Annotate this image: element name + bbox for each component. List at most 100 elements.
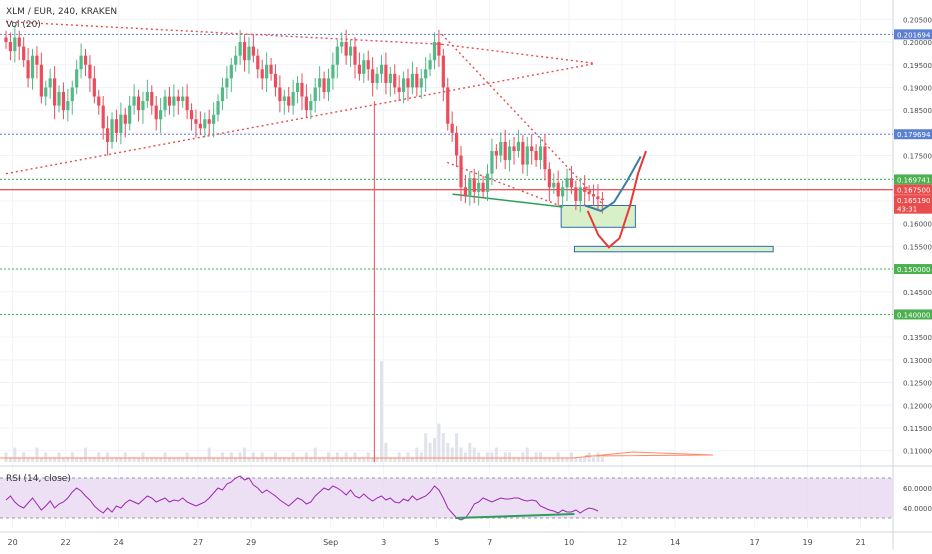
volume-bar [379, 361, 383, 462]
volume-bar [273, 452, 277, 462]
volume-bar [48, 457, 52, 462]
candle-body [340, 42, 344, 47]
candle-body [132, 96, 136, 106]
candle-body [8, 42, 13, 52]
candle-body [508, 146, 512, 161]
candle-body [291, 91, 295, 106]
candle-body [463, 187, 468, 197]
candle-body [313, 87, 317, 102]
volume-bar [353, 452, 357, 462]
price-label-text: 0.179694 [897, 131, 931, 139]
candle-body [459, 155, 463, 188]
volume-bar [472, 447, 476, 462]
volume-bar [256, 457, 260, 462]
volume-bar [190, 457, 194, 462]
candle-body [326, 78, 331, 92]
price-label-text: 0.150000 [897, 266, 930, 274]
candle-body [57, 91, 61, 106]
time-tick-label: 5 [434, 538, 439, 547]
volume-bar [167, 457, 171, 462]
volume-bar [322, 457, 326, 462]
volume-bar [287, 457, 291, 462]
candle-body [410, 73, 415, 88]
candle-body [225, 78, 229, 88]
volume-bar [340, 457, 344, 462]
volume-bar [123, 452, 127, 462]
volume-bar [119, 457, 123, 462]
candle-body [4, 37, 8, 43]
candle-body [503, 141, 507, 161]
volume-bar [61, 457, 65, 462]
candle-body [30, 55, 35, 79]
rsi-panel [0, 475, 893, 521]
candle-body [39, 64, 43, 97]
candle-body [591, 194, 596, 197]
volume-bar [600, 457, 604, 462]
volume-bar [84, 447, 88, 462]
volume-bar [437, 423, 441, 462]
volume-bar [163, 452, 167, 462]
candle-body [322, 78, 326, 92]
candle-body [375, 73, 379, 83]
volume-bar [459, 447, 463, 462]
volume-bar [53, 457, 57, 462]
candle-body [136, 96, 141, 111]
projection-red-arrow [586, 150, 647, 249]
candle-body [485, 173, 490, 192]
candle-body [450, 123, 454, 133]
volume-bar [596, 452, 600, 462]
volume-bar [578, 457, 582, 462]
volume-bar [481, 457, 485, 462]
volume-bar [375, 457, 379, 462]
volume-bar [39, 457, 43, 462]
price-label-box [894, 309, 932, 320]
candle-body [481, 182, 485, 192]
candle-body [569, 178, 574, 188]
price-label-box [894, 264, 932, 275]
volume-bar [110, 457, 114, 462]
price-label-text: 43:31 [897, 206, 917, 214]
candle-body [437, 42, 441, 56]
volume-bar [181, 457, 185, 462]
volume-bar [503, 452, 507, 462]
price-label-text: 0.140000 [897, 311, 930, 319]
volume-bar [26, 457, 30, 462]
rsi-line [5, 475, 599, 521]
candle-body [432, 42, 437, 61]
target-box-2 [573, 245, 774, 253]
volume-bar [569, 452, 573, 462]
volume-bar [344, 452, 348, 462]
volume-bar [198, 457, 202, 462]
volume-bar [335, 452, 339, 462]
candle-body [194, 119, 198, 124]
drawings [0, 20, 893, 315]
volume-bar [128, 457, 132, 462]
candle-body [22, 46, 26, 61]
candle-body [521, 141, 525, 165]
candle-body [101, 105, 105, 129]
volume-bar [225, 457, 229, 462]
candle-body [477, 182, 481, 192]
volume-bar [300, 457, 304, 462]
candle-body [344, 42, 348, 56]
candle-body [269, 64, 273, 74]
candle-body [256, 55, 260, 70]
time-axis[interactable]: 20 22 24 27 29 Sep 3 5 7 10 12 14 17 19 21 [8, 538, 866, 547]
rsi-tick-label: 40.0000 [903, 505, 932, 513]
time-tick-label: 3 [381, 538, 386, 547]
rsi-divergence-line [455, 513, 575, 519]
candle-body [424, 69, 428, 79]
volume-bar [75, 457, 79, 462]
candle-body [119, 114, 123, 133]
candle-body [128, 105, 132, 124]
